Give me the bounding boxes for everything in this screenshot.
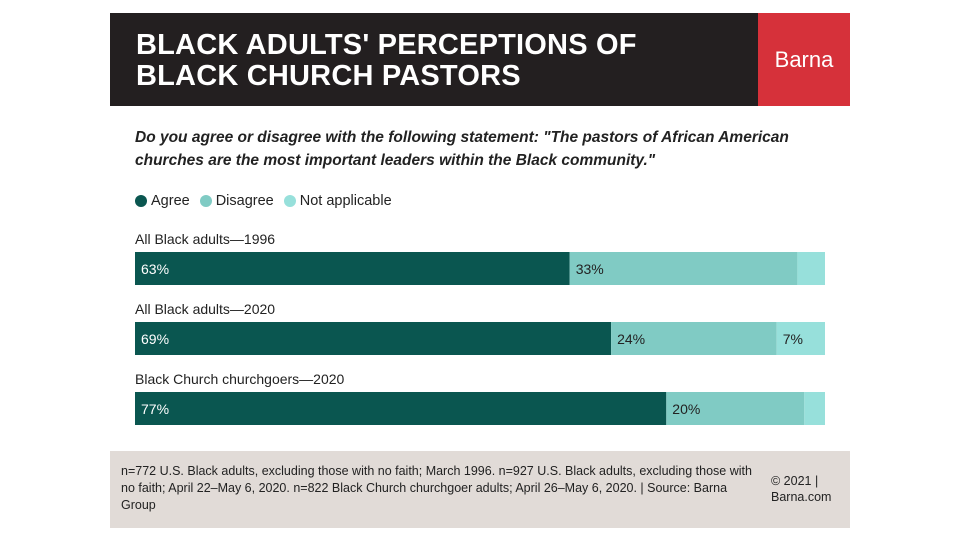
bar-not-applicable — [797, 252, 825, 285]
category-label: All Black adults—2020 — [135, 301, 275, 317]
legend-item-not-applicable: Not applicable — [283, 193, 392, 209]
bar-disagree — [611, 322, 777, 355]
legend-swatch-not-applicable — [283, 195, 296, 207]
legend-label-disagree: Disagree — [215, 193, 274, 209]
legend-item-agree: Agree — [135, 193, 190, 209]
data-label-disagree: 33% — [576, 261, 604, 277]
bar-not-applicable — [804, 392, 825, 425]
legend: Agree Disagree Not applicable — [135, 193, 392, 209]
legend-label-agree: Agree — [151, 193, 190, 209]
category-label: All Black adults—1996 — [135, 231, 275, 247]
bar-disagree — [569, 252, 798, 285]
stacked-bar-chart: All Black adults—1996 63% 33% All Black adu… — [135, 231, 825, 425]
data-label-agree: 77% — [141, 401, 169, 417]
bar-disagree — [666, 392, 805, 425]
data-label-disagree: 20% — [672, 401, 700, 417]
copyright: © 2021 | Barna.com — [771, 474, 832, 504]
footnote: n=772 U.S. Black adults, excluding those… — [121, 464, 752, 512]
data-label-agree: 63% — [141, 261, 169, 277]
legend-item-disagree: Disagree — [199, 193, 274, 209]
legend-swatch-disagree — [199, 195, 212, 207]
barna-logo: Barna — [758, 13, 850, 106]
bar-not-applicable — [776, 322, 825, 355]
survey-question: Do you agree or disagree with the follow… — [135, 129, 789, 169]
data-label-disagree: 24% — [617, 331, 645, 347]
bar-agree — [135, 252, 570, 285]
legend-swatch-agree — [135, 195, 147, 207]
bar-agree — [135, 322, 612, 355]
title-banner: BLACK ADULTS' PERCEPTIONS OF BLACK CHURC… — [110, 13, 758, 106]
category-label: Black Church churchgoers—2020 — [135, 371, 345, 387]
legend-label-not-applicable: Not applicable — [299, 193, 392, 209]
chart-title: BLACK ADULTS' PERCEPTIONS OF BLACK CHURC… — [136, 29, 637, 92]
footer: n=772 U.S. Black adults, excluding those… — [110, 451, 850, 528]
data-label-agree: 69% — [141, 331, 169, 347]
bar-agree — [135, 392, 667, 425]
data-label-not-applicable: 7% — [783, 331, 803, 347]
